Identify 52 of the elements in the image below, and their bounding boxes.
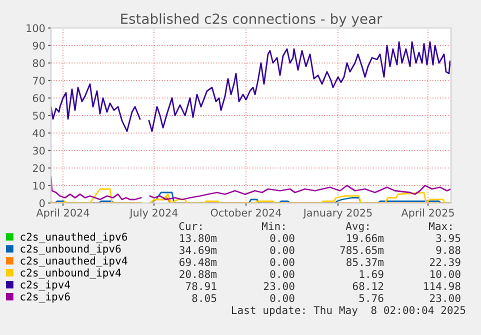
- text: 85.37m: [346, 258, 384, 266]
- text: 1.69: [360, 270, 384, 278]
- text: 8.05: [192, 294, 216, 302]
- text: 34.69m: [180, 246, 216, 254]
- y-tick-label: 70: [33, 76, 45, 85]
- y-tick-label: 20: [32, 164, 45, 172]
- chart-title: Established c2s connections - by year: [121, 13, 382, 27]
- y-tick-label: 10: [33, 182, 45, 190]
- x-tick-label: April 2024: [36, 208, 90, 219]
- y-tick-label: 50: [32, 112, 45, 120]
- text: 785.65m: [340, 246, 384, 254]
- legend-label: c2s_unbound_ipv4: [20, 268, 121, 279]
- text: 3.95: [436, 234, 460, 242]
- y-tick-label: 30: [32, 146, 45, 155]
- text: 0.00: [270, 270, 294, 278]
- x-tick-label: October 2024: [210, 208, 282, 217]
- y-tick-label: 90: [32, 42, 45, 50]
- legend-label: c2s_unbound_ipv6: [20, 244, 121, 256]
- legend-label: c2s_ipv6: [20, 292, 70, 303]
- text: Last update: Thu May 8 02:00:04 2025: [232, 306, 466, 316]
- text: 23.00: [430, 294, 460, 302]
- text: Min:: [262, 222, 284, 230]
- text: 19.66m: [347, 234, 384, 242]
- text: 9.88: [436, 246, 460, 254]
- text: 13.80m: [180, 234, 216, 242]
- text: 114.98: [424, 282, 460, 290]
- x-tick-label: January 2025: [302, 208, 372, 219]
- text: Avg:: [346, 222, 368, 232]
- text: 0.00: [270, 246, 294, 254]
- y-tick-label: 100: [26, 24, 45, 32]
- text: 0.00: [270, 258, 294, 266]
- x-tick-label: July 2024: [129, 208, 178, 219]
- legend-label: c2s_unauthed_ipv4: [20, 256, 128, 267]
- legend-label: c2s_ipv4: [20, 280, 70, 291]
- y-tick-label: 80: [32, 59, 45, 68]
- legend-label: c2s_unauthed_ipv6: [20, 232, 128, 244]
- text: 23.00: [264, 282, 294, 290]
- text: 10.00: [430, 270, 460, 278]
- text: Cur:: [179, 222, 202, 230]
- text: 20.88m: [180, 270, 216, 278]
- text: 0.00: [270, 294, 294, 302]
- text: 68.12: [352, 282, 384, 290]
- y-tick-label: 40: [32, 129, 45, 138]
- text: Max:: [429, 222, 452, 230]
- x-tick-label: April 2025: [401, 208, 454, 219]
- text: 22.39: [430, 258, 460, 266]
- text: 0.00: [270, 234, 294, 242]
- y-tick-label: 60: [32, 94, 45, 102]
- y-tick-label: 0: [40, 199, 45, 208]
- text: 78.91: [186, 282, 216, 290]
- text: 69.48m: [180, 258, 216, 266]
- text: 5.76: [359, 294, 384, 302]
